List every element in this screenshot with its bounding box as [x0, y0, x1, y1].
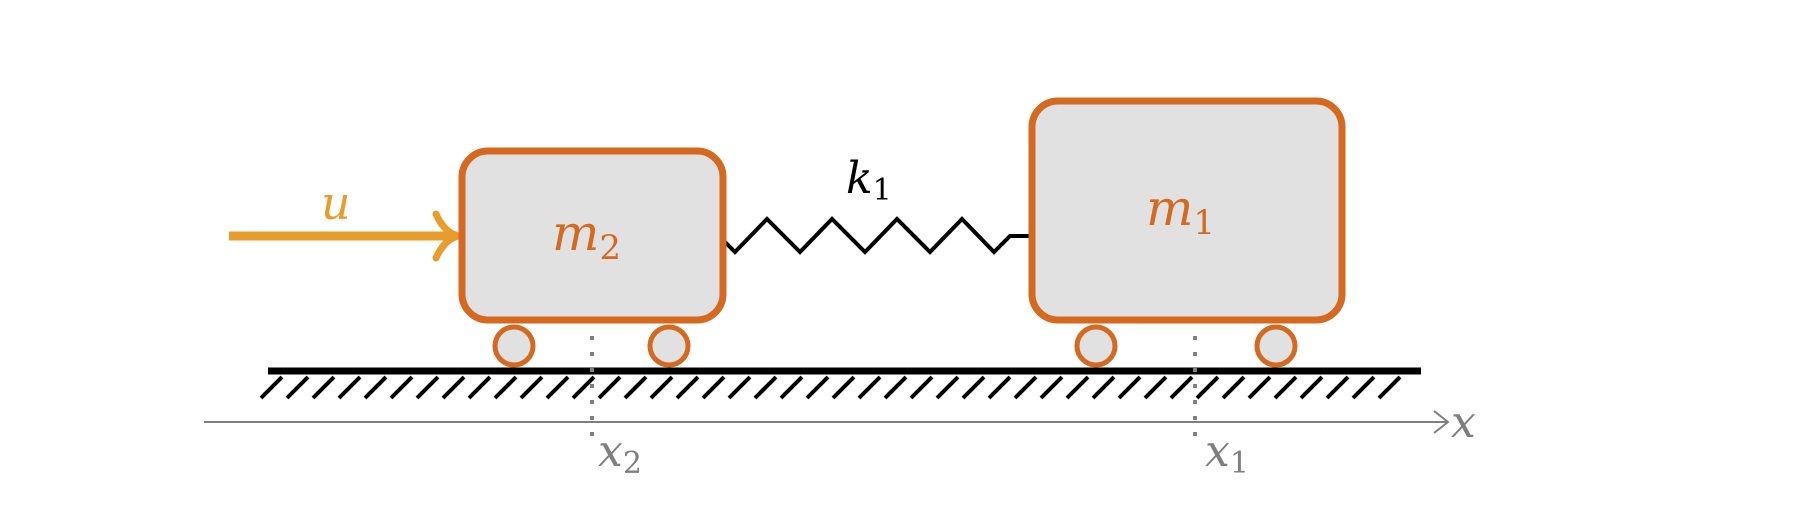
- ground-hatch-line: [1195, 375, 1220, 400]
- spring: [721, 216, 1032, 255]
- ground-hatch-line: [1273, 375, 1298, 400]
- mass-right: m1: [1028, 97, 1346, 368]
- ground-hatch-line: [701, 375, 726, 400]
- ground-hatch-line: [441, 375, 466, 400]
- ground-hatch-line: [389, 375, 414, 400]
- ground-hatch-line: [675, 375, 700, 400]
- mass-right-wheel-right: [1254, 324, 1298, 368]
- x-axis-label: x: [1451, 397, 1476, 448]
- mass-left-label: m2: [552, 204, 621, 268]
- input-force-label: u: [321, 176, 351, 230]
- input-force-arrow: u: [229, 176, 471, 262]
- ground-hatch-line: [805, 375, 830, 400]
- input-force-arrowhead: [432, 210, 471, 262]
- ground-hatch-line: [415, 375, 440, 400]
- ground-hatch-line: [935, 375, 960, 400]
- ground-hatch-line: [467, 375, 492, 400]
- ground-hatch-line: [363, 375, 388, 400]
- position-label-left: x2: [598, 426, 642, 481]
- ground-hatch-line: [337, 375, 362, 400]
- ground-hatch-line: [311, 375, 336, 400]
- ground-hatch-line: [831, 375, 856, 400]
- ground-hatch-line: [1065, 375, 1090, 400]
- ground-hatch-line: [1377, 375, 1402, 400]
- ground-hatch-line: [1299, 375, 1324, 400]
- mass-left: m2: [458, 147, 727, 368]
- ground-hatch-line: [1039, 375, 1064, 400]
- ground-hatch-line: [623, 375, 648, 400]
- ground-hatch-line: [1143, 375, 1168, 400]
- ground-hatch-line: [1117, 375, 1142, 400]
- x-axis: x: [204, 397, 1476, 448]
- ground-hatch-line: [1247, 375, 1272, 400]
- ground-hatch-line: [1221, 375, 1246, 400]
- ground-hatch-line: [1013, 375, 1038, 400]
- ground-hatch-line: [1169, 375, 1194, 400]
- ground-hatch-line: [259, 375, 284, 400]
- mass-left-wheel-right: [647, 324, 691, 368]
- ground-hatch-line: [1351, 375, 1376, 400]
- ground-hatch-line: [857, 375, 882, 400]
- ground-hatch-line: [727, 375, 752, 400]
- mass-left-body: [458, 147, 727, 324]
- ground-hatch-line: [961, 375, 986, 400]
- ground-hatch-line: [519, 375, 544, 400]
- ground-hatch-line: [285, 375, 310, 400]
- ground-hatch-line: [883, 375, 908, 400]
- ground-hatch-line: [545, 375, 570, 400]
- ground-hatch-line: [753, 375, 778, 400]
- ground-hatch-line: [779, 375, 804, 400]
- ground: [259, 367, 1421, 400]
- ground-hatch-line: [1091, 375, 1116, 400]
- mass-right-body: [1028, 97, 1346, 324]
- x-axis-arrowhead: [1433, 410, 1450, 434]
- position-label-right: x1: [1205, 426, 1249, 481]
- mass-right-wheel-left: [1074, 324, 1118, 368]
- ground-hatch-line: [571, 375, 596, 400]
- ground-hatch-line: [1325, 375, 1350, 400]
- ground-hatch-line: [649, 375, 674, 400]
- ground-hatch-line: [493, 375, 518, 400]
- ground-hatch-line: [597, 375, 622, 400]
- ground-hatch-line: [909, 375, 934, 400]
- spring-label: k1: [846, 153, 892, 208]
- mass-left-wheel-left: [492, 324, 536, 368]
- mass-right-label: m1: [1146, 179, 1215, 243]
- ground-hatching: [259, 375, 1402, 400]
- ground-hatch-line: [987, 375, 1012, 400]
